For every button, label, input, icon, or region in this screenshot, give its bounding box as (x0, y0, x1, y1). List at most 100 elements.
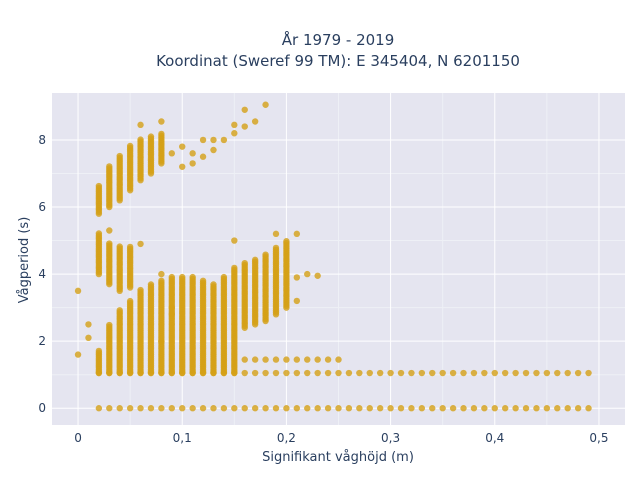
chart-title: År 1979 - 2019 (282, 30, 395, 49)
data-point (241, 405, 248, 412)
data-point (106, 321, 113, 329)
data-point (408, 405, 415, 412)
data-point (293, 405, 301, 412)
data-point (220, 273, 228, 281)
data-point (293, 230, 301, 238)
data-point (231, 130, 238, 137)
data-point (199, 277, 207, 284)
data-point (533, 369, 540, 377)
data-point (241, 123, 248, 130)
data-point (564, 369, 571, 377)
data-point (116, 152, 123, 160)
data-point (251, 405, 259, 412)
data-point (199, 405, 207, 412)
data-point (491, 405, 498, 412)
data-point (168, 273, 176, 281)
data-point (585, 405, 592, 412)
data-point (554, 405, 561, 412)
data-point (491, 369, 498, 377)
data-point (324, 405, 332, 412)
x-axis-title: Signifikant våghöjd (m) (262, 450, 414, 465)
data-point (168, 304, 176, 311)
data-point (522, 369, 530, 377)
data-point (439, 405, 446, 412)
data-point (95, 182, 103, 190)
data-point (241, 356, 248, 363)
data-point (304, 356, 311, 363)
data-point (304, 270, 311, 278)
data-point (189, 150, 196, 157)
data-point (95, 230, 103, 237)
data-point (106, 240, 113, 247)
data-point (314, 369, 321, 377)
y-axis-title: Vågperiod (s) (17, 217, 32, 304)
data-point (397, 369, 405, 377)
data-point (74, 351, 82, 358)
data-point (106, 405, 113, 412)
data-point (168, 150, 176, 157)
data-point (283, 356, 290, 363)
data-point (283, 369, 290, 377)
data-points (74, 101, 592, 412)
data-point (470, 369, 478, 377)
data-point (116, 307, 123, 314)
data-point (501, 405, 509, 412)
data-point (168, 311, 176, 318)
data-point (179, 273, 186, 281)
data-point (95, 405, 103, 412)
data-point (262, 369, 269, 377)
data-point (314, 272, 321, 279)
data-point (283, 405, 290, 412)
y-axis-ticks: 0 2 4 6 8 (38, 133, 46, 415)
data-point (251, 369, 259, 377)
data-point (137, 405, 144, 412)
data-point (345, 369, 353, 377)
data-point (564, 405, 571, 412)
data-point (512, 369, 519, 377)
data-point (179, 163, 186, 170)
data-point (106, 163, 113, 170)
data-point (126, 297, 134, 305)
data-point (574, 369, 582, 377)
data-point (189, 160, 196, 167)
data-point (335, 356, 342, 363)
y-tick-label: 8 (38, 133, 46, 147)
data-point (356, 405, 363, 412)
data-point (304, 369, 311, 377)
data-point (376, 369, 384, 377)
data-point (231, 264, 238, 272)
data-point (85, 321, 92, 328)
x-tick-label: 0,1 (173, 431, 192, 445)
data-point (543, 369, 551, 377)
data-point (387, 369, 394, 377)
data-point (147, 281, 155, 288)
data-point (554, 369, 561, 377)
data-point (126, 405, 134, 412)
y-tick-label: 2 (38, 334, 46, 348)
data-point (179, 143, 186, 150)
data-point (314, 405, 321, 412)
data-point (126, 142, 134, 150)
data-point (293, 274, 301, 281)
data-point (241, 106, 248, 113)
data-point (387, 405, 394, 412)
data-point (293, 369, 301, 377)
x-tick-label: 0,3 (381, 431, 400, 445)
data-point (304, 405, 311, 412)
data-point (272, 356, 280, 363)
data-point (335, 405, 342, 412)
data-point (293, 297, 301, 305)
y-tick-label: 4 (38, 267, 46, 281)
data-point (418, 405, 426, 412)
data-point (251, 118, 259, 125)
data-point (168, 405, 176, 412)
data-point (106, 227, 113, 234)
x-tick-label: 0 (74, 431, 82, 445)
data-point (449, 369, 457, 377)
data-point (470, 405, 478, 412)
data-point (522, 405, 530, 412)
data-point (429, 405, 436, 412)
data-point (241, 369, 248, 377)
data-point (272, 230, 280, 238)
data-point (272, 244, 280, 252)
